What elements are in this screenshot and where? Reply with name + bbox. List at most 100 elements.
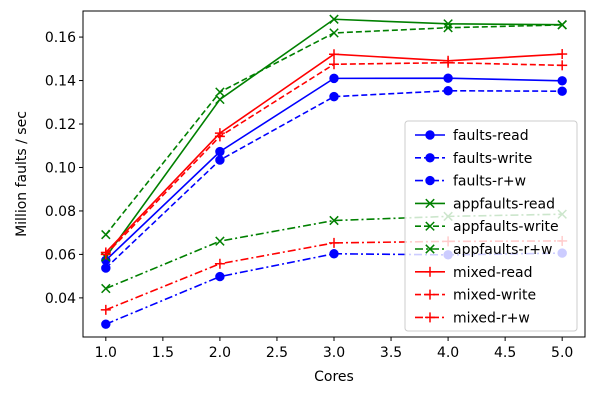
data-point-mixed-read-4 xyxy=(557,49,568,60)
data-point-appfaults-write-1-stroke-b xyxy=(215,87,225,97)
data-point-appfaults-r+w-2-stroke-b xyxy=(329,215,339,226)
series-line-faults-write xyxy=(105,89,563,269)
legend-entry-faults-r+w: faults-r+w xyxy=(415,174,526,190)
y-tick-label-2: 0.08 xyxy=(45,204,76,220)
data-point-appfaults-read-3 xyxy=(443,19,453,29)
legend-swatch-marker-appfaults-read-stroke-b xyxy=(425,198,435,209)
data-point-appfaults-r+w-1-stroke-b xyxy=(215,236,225,246)
series-faults-write xyxy=(101,86,567,273)
legend-label-appfaults-write: appfaults-write xyxy=(453,219,559,235)
legend-swatch-marker-mixed-read xyxy=(425,266,435,277)
legend-swatch-marker-appfaults-r+w-stroke-b xyxy=(425,244,435,254)
x-tick-label-3: 2.5 xyxy=(266,345,288,361)
legend-label-faults-read: faults-read xyxy=(453,128,529,144)
x-tick-label-7: 4.5 xyxy=(494,345,516,361)
legend-label-mixed-r+w: mixed-r+w xyxy=(453,310,530,326)
data-point-mixed-write-1 xyxy=(214,131,225,142)
series-line-faults-r+w xyxy=(105,252,563,325)
data-point-appfaults-r+w-0 xyxy=(101,283,111,294)
legend-swatch-marker-faults-write xyxy=(425,153,435,163)
x-axis-ticks: 1.0 1.5 2.0 2.5 3.0 3.5 4.0 4.5 5.0 xyxy=(95,337,573,361)
legend-entry-appfaults-write: appfaults-write xyxy=(415,219,559,235)
y-axis-ticks: 0.04 0.06 0.08 0.10 0.12 0.14 0.16 xyxy=(45,30,83,307)
data-point-appfaults-r+w-0-stroke-b xyxy=(101,283,111,294)
y-tick-label-4: 0.12 xyxy=(45,117,76,133)
data-point-faults-r+w-1 xyxy=(215,271,225,282)
data-point-faults-read-4 xyxy=(557,76,567,86)
legend-entry-faults-read: faults-read xyxy=(415,128,529,144)
legend-entry-appfaults-r+w: appfaults-r+w xyxy=(415,242,552,258)
legend-swatch-marker-mixed-r+w xyxy=(425,312,435,323)
y-tick-label-6: 0.16 xyxy=(45,30,76,46)
data-point-mixed-r+w-0 xyxy=(100,304,111,315)
legend-entry-mixed-read: mixed-read xyxy=(415,265,532,281)
data-point-mixed-read-2 xyxy=(329,49,339,60)
data-point-appfaults-read-3-stroke-b xyxy=(443,19,453,29)
x-tick-label-4: 3.0 xyxy=(323,345,345,361)
data-point-mixed-write-2 xyxy=(329,59,339,70)
data-point-appfaults-read-1 xyxy=(215,94,225,105)
legend-swatch-marker-appfaults-r+w xyxy=(425,244,435,254)
x-axis-label: Cores xyxy=(314,369,354,385)
data-point-appfaults-write-0 xyxy=(101,229,111,240)
data-point-mixed-r+w-1 xyxy=(214,258,225,269)
legend: faults-read faults-write faults-r+w appfaul… xyxy=(404,120,578,332)
legend-swatch-marker-appfaults-write-stroke-b xyxy=(425,221,435,231)
legend-box xyxy=(404,120,578,332)
legend-entry-appfaults-read: appfaults-read xyxy=(415,196,555,212)
series-appfaults-write xyxy=(101,20,567,240)
legend-label-mixed-read: mixed-read xyxy=(453,265,532,281)
legend-swatch-marker-appfaults-read xyxy=(425,198,435,209)
data-point-appfaults-r+w-1 xyxy=(215,236,225,246)
y-tick-label-1: 0.06 xyxy=(45,247,76,263)
legend-label-faults-r+w: faults-r+w xyxy=(453,174,526,190)
data-point-appfaults-read-2-stroke-b xyxy=(329,14,339,24)
data-point-appfaults-write-4 xyxy=(557,20,567,30)
data-point-appfaults-write-1 xyxy=(215,87,225,97)
legend-label-mixed-write: mixed-write xyxy=(453,288,536,304)
legend-swatch-marker-appfaults-write xyxy=(425,221,435,231)
data-point-faults-r+w-2 xyxy=(329,249,339,259)
legend-entry-mixed-r+w: mixed-r+w xyxy=(415,310,530,326)
data-point-appfaults-write-3-stroke-b xyxy=(443,23,453,33)
y-axis-label: Million faults / sec xyxy=(14,111,30,237)
data-point-faults-write-3 xyxy=(443,86,453,96)
data-point-mixed-write-0 xyxy=(100,249,111,260)
legend-label-appfaults-r+w: appfaults-r+w xyxy=(453,242,552,258)
x-tick-label-5: 3.5 xyxy=(380,345,402,361)
y-tick-label-0: 0.04 xyxy=(45,291,76,307)
legend-swatch-marker-faults-read xyxy=(425,130,435,140)
y-tick-label-3: 0.10 xyxy=(45,160,76,176)
data-point-appfaults-write-2-stroke-b xyxy=(329,28,339,38)
data-point-appfaults-write-2 xyxy=(329,28,339,38)
data-point-appfaults-write-3 xyxy=(443,23,453,33)
data-point-mixed-write-4 xyxy=(557,60,568,71)
series-layer xyxy=(100,14,568,329)
legend-entry-faults-write: faults-write xyxy=(415,151,532,167)
legend-entry-mixed-write: mixed-write xyxy=(415,288,536,304)
data-point-mixed-write-3 xyxy=(443,57,454,68)
y-tick-label-5: 0.14 xyxy=(45,74,76,90)
data-point-faults-write-1 xyxy=(215,155,225,165)
data-point-appfaults-read-1-stroke-b xyxy=(215,94,225,105)
data-point-faults-write-4 xyxy=(557,86,567,96)
data-point-faults-read-3 xyxy=(443,73,453,83)
x-tick-label-6: 4.0 xyxy=(437,345,459,361)
data-point-faults-read-2 xyxy=(329,73,339,84)
x-tick-label-2: 2.0 xyxy=(209,345,231,361)
x-tick-label-1: 1.5 xyxy=(152,345,174,361)
legend-label-appfaults-read: appfaults-read xyxy=(453,196,555,212)
data-point-appfaults-write-4-stroke-b xyxy=(557,20,567,30)
data-point-faults-r+w-0 xyxy=(101,319,111,329)
legend-swatch-marker-faults-r+w xyxy=(425,175,435,186)
data-point-faults-write-0 xyxy=(101,263,111,273)
data-point-faults-read-1 xyxy=(215,146,225,157)
data-point-appfaults-r+w-2 xyxy=(329,215,339,226)
data-point-faults-write-2 xyxy=(329,91,339,102)
x-tick-label-0: 1.0 xyxy=(95,345,117,361)
data-point-appfaults-read-2 xyxy=(329,14,339,24)
legend-swatch-marker-mixed-write xyxy=(425,289,435,300)
data-point-appfaults-write-0-stroke-b xyxy=(101,229,111,240)
